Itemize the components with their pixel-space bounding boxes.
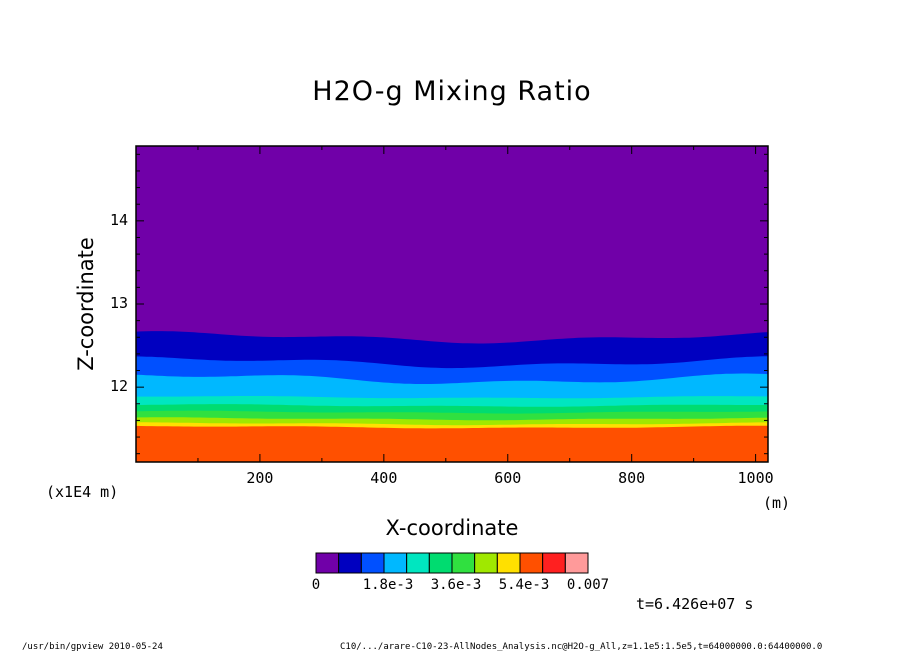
x-axis-label: X-coordinate [385, 516, 519, 540]
colorbar-swatch [542, 552, 566, 574]
colorbar-swatch [519, 552, 544, 574]
colorbar-label: 1.8e-3 [362, 577, 414, 593]
x-tick-label: 1000 [737, 469, 774, 487]
colorbar-swatch [451, 552, 476, 574]
y-tick-label: 14 [109, 210, 128, 229]
colorbar-swatch [474, 552, 498, 574]
y-tick-label: 13 [109, 294, 128, 312]
colorbar-swatch [360, 552, 385, 574]
colorbar-swatch [315, 552, 340, 574]
colorbar [315, 552, 589, 574]
colorbar-swatch [383, 552, 408, 574]
colorbar-label: 0.007 [566, 577, 610, 593]
colorbar-swatch [496, 552, 521, 574]
colorbar-swatch [564, 552, 589, 574]
contour-layers [136, 146, 768, 462]
contour-layer-9 [136, 425, 768, 462]
axis-ticks [136, 146, 768, 462]
colorbar-label: 3.6e-3 [430, 577, 482, 593]
footer-right: C10/.../arare-C10-23-AllNodes_Analysis.n… [340, 642, 823, 652]
colorbar-label: 5.4e-3 [498, 577, 550, 593]
x-tick-label: 200 [246, 469, 274, 487]
y-tick-label: 12 [109, 377, 128, 396]
colorbar-swatch [428, 552, 453, 574]
x-units-label: (m) [763, 494, 791, 512]
chart-title: H2O-g Mixing Ratio [312, 76, 592, 107]
colorbar-swatch [338, 552, 362, 574]
colorbar-swatch [406, 552, 430, 574]
colorbar-label: 0 [311, 577, 321, 593]
time-label: t=6.426e+07 s [636, 595, 754, 613]
y-scale-note: (x1E4 m) [46, 483, 119, 501]
x-tick-label: 400 [370, 469, 398, 487]
footer-left: /usr/bin/gpview 2010-05-24 [22, 642, 163, 652]
x-tick-label: 800 [618, 469, 646, 487]
x-tick-label: 600 [494, 469, 522, 487]
